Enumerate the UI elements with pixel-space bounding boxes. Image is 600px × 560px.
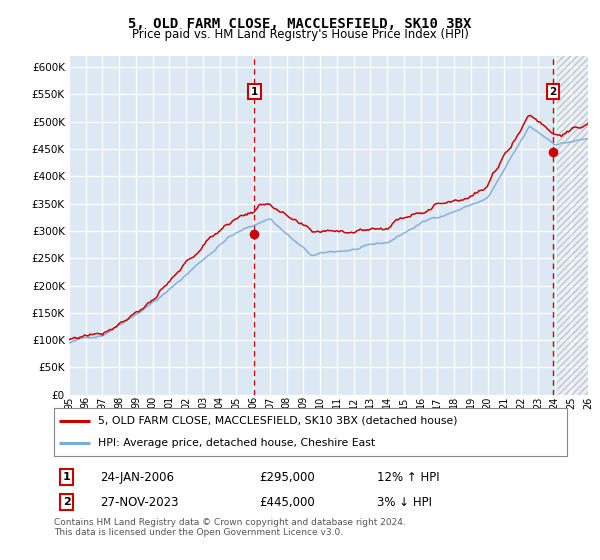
Text: 12% ↑ HPI: 12% ↑ HPI bbox=[377, 470, 440, 484]
Text: £295,000: £295,000 bbox=[259, 470, 315, 484]
Text: Price paid vs. HM Land Registry's House Price Index (HPI): Price paid vs. HM Land Registry's House … bbox=[131, 28, 469, 41]
Text: 5, OLD FARM CLOSE, MACCLESFIELD, SK10 3BX (detached house): 5, OLD FARM CLOSE, MACCLESFIELD, SK10 3B… bbox=[98, 416, 457, 426]
Text: 2: 2 bbox=[63, 497, 71, 507]
Text: 1: 1 bbox=[251, 87, 258, 96]
Text: £445,000: £445,000 bbox=[259, 496, 315, 508]
Text: 24-JAN-2006: 24-JAN-2006 bbox=[100, 470, 174, 484]
Text: 1: 1 bbox=[63, 472, 71, 482]
Bar bbox=[557, 56, 588, 395]
Bar bbox=[557, 56, 588, 395]
Text: 3% ↓ HPI: 3% ↓ HPI bbox=[377, 496, 432, 508]
Text: 5, OLD FARM CLOSE, MACCLESFIELD, SK10 3BX: 5, OLD FARM CLOSE, MACCLESFIELD, SK10 3B… bbox=[128, 17, 472, 31]
Text: 2: 2 bbox=[550, 87, 557, 96]
Text: HPI: Average price, detached house, Cheshire East: HPI: Average price, detached house, Ches… bbox=[98, 438, 375, 448]
Text: Contains HM Land Registry data © Crown copyright and database right 2024.
This d: Contains HM Land Registry data © Crown c… bbox=[54, 518, 406, 537]
Text: 27-NOV-2023: 27-NOV-2023 bbox=[100, 496, 179, 508]
